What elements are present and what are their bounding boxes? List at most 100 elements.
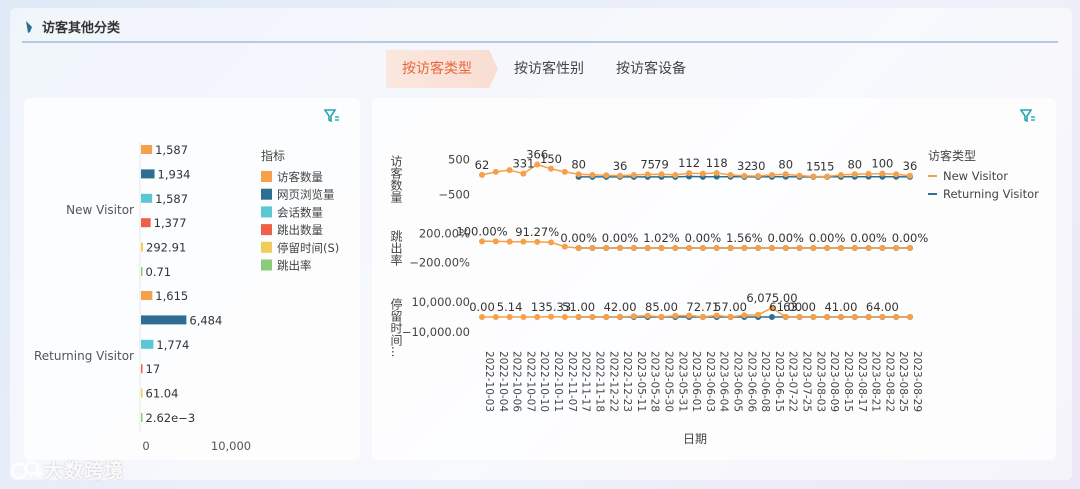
x-tick-label: 2022-10-04	[497, 351, 509, 412]
data-label: 331	[512, 157, 534, 171]
tab-visitor-device[interactable]: 按访客设备	[616, 61, 686, 77]
x-tick-label: 2023-05-28	[649, 351, 661, 412]
data-label: 0.00%	[560, 231, 597, 245]
data-point-new-visitor	[741, 245, 748, 251]
data-point-new-visitor	[699, 170, 706, 177]
data-label: 5.14	[497, 300, 523, 314]
data-point-new-visitor	[879, 245, 886, 251]
data-point-new-visitor	[893, 314, 900, 320]
y-axis-title: 跳出率	[389, 230, 403, 266]
data-label: 0.00	[469, 300, 495, 314]
x-tick-label: 2023-08-22	[883, 351, 895, 412]
data-point-new-visitor	[575, 171, 582, 178]
data-label: 72.71	[686, 300, 719, 314]
tab-visitor-gender[interactable]: 按访客性别	[514, 61, 584, 77]
data-point-new-visitor	[658, 313, 665, 320]
x-tick-label: 2022-11-07	[566, 351, 578, 412]
data-point-new-visitor	[561, 168, 568, 175]
bar-value-label: 1,774	[156, 338, 189, 352]
data-label: 80	[847, 157, 862, 171]
data-point-new-visitor	[617, 313, 624, 320]
data-point-new-visitor	[810, 314, 817, 320]
x-tick-label: 2022-12-22	[607, 351, 619, 412]
legend-swatch	[261, 206, 272, 218]
data-point-new-visitor	[644, 171, 651, 178]
bar-chart: 1,587 1,934 1,587 1,377 292.91 0.71 New Visito…	[34, 142, 339, 453]
data-label: 91.27%	[515, 225, 559, 239]
y-axis-title: 停留时间...	[389, 297, 403, 358]
data-point-new-visitor	[768, 171, 775, 178]
data-point-new-visitor	[824, 314, 831, 320]
data-point-new-visitor	[713, 312, 720, 319]
data-point-new-visitor	[630, 313, 637, 320]
x-tick-label: 2023-06-06	[745, 351, 757, 412]
legend-swatch	[261, 224, 272, 236]
watermark-text: 大数跨境	[44, 460, 125, 482]
data-label: 0.00%	[767, 231, 804, 245]
tab-visitor-type[interactable]: 按访客类型	[386, 50, 498, 88]
data-point-new-visitor	[534, 238, 541, 245]
legend-swatch	[261, 171, 272, 182]
x-tick-label: 2023-06-05	[732, 351, 744, 412]
data-point-new-visitor	[686, 170, 693, 177]
data-point-new-visitor	[699, 313, 706, 320]
data-point-new-visitor	[644, 312, 651, 319]
legend-label: 跳出率	[277, 259, 312, 273]
data-point-new-visitor	[575, 245, 582, 251]
x-tick-label: 2023-06-01	[690, 351, 702, 412]
line-chart-card: 访客数量 500 −500 62 331 366 150 80 36 75 79 112 118 32 30…	[372, 98, 1056, 460]
data-label: 150	[540, 152, 562, 166]
data-point-new-visitor	[768, 304, 775, 311]
data-point-new-visitor	[782, 313, 789, 320]
data-label: 0.00%	[850, 231, 887, 245]
legend-label: 网页浏览量	[277, 188, 335, 202]
data-point-new-visitor	[837, 171, 844, 178]
data-label: 36	[613, 159, 628, 173]
data-point-new-visitor	[810, 245, 817, 251]
data-point-new-visitor	[603, 172, 610, 179]
data-point-new-visitor	[782, 245, 789, 251]
filter-icon[interactable]	[1020, 108, 1036, 124]
section-header: 访客其他分类	[24, 17, 120, 36]
legend-label: New Visitor	[943, 169, 1008, 183]
filter-icon[interactable]	[324, 108, 340, 124]
bar-value-label: 17	[146, 362, 161, 376]
x-tick-label: 2023-06-04	[718, 351, 730, 412]
x-tick-label: 2023-08-29	[911, 351, 923, 412]
bar-value-label: 292.91	[146, 241, 186, 255]
data-point-new-visitor	[865, 245, 872, 251]
data-point-new-visitor	[865, 314, 872, 320]
data-label: 112	[678, 156, 700, 170]
data-label: 0.00%	[892, 231, 929, 245]
data-point-new-visitor	[879, 313, 886, 320]
data-point-new-visitor	[589, 171, 596, 178]
bar-value-label: 1,615	[155, 289, 188, 303]
data-point-returning-visitor	[768, 314, 775, 320]
data-label: 51.00	[562, 300, 595, 314]
bar	[141, 267, 143, 276]
data-point-new-visitor	[768, 245, 775, 251]
data-point-new-visitor	[824, 173, 831, 180]
bar-value-label: 6,484	[189, 313, 222, 327]
data-point-new-visitor	[575, 313, 582, 320]
data-point-new-visitor	[741, 312, 748, 319]
data-point-new-visitor	[492, 168, 499, 175]
x-tick-label: 2022-10-03	[483, 351, 495, 412]
tab-bar: 按访客类型 按访客性别 按访客设备	[386, 50, 702, 88]
x-tick-label: 2022-12-23	[621, 351, 633, 412]
data-point-new-visitor	[837, 313, 844, 320]
data-point-new-visitor	[603, 314, 610, 320]
bar	[141, 315, 187, 325]
data-label: 79	[654, 157, 669, 171]
data-point-new-visitor	[492, 314, 499, 320]
data-point-new-visitor	[755, 311, 762, 318]
bar	[141, 218, 151, 228]
data-point-new-visitor	[548, 313, 555, 320]
data-point-new-visitor	[851, 171, 858, 178]
x-tick-label: 2022-10-06	[511, 351, 523, 412]
data-point-new-visitor	[893, 171, 900, 178]
data-point-new-visitor	[686, 312, 693, 319]
legend-label: 跳出数量	[277, 223, 323, 237]
data-point-new-visitor	[810, 173, 817, 180]
